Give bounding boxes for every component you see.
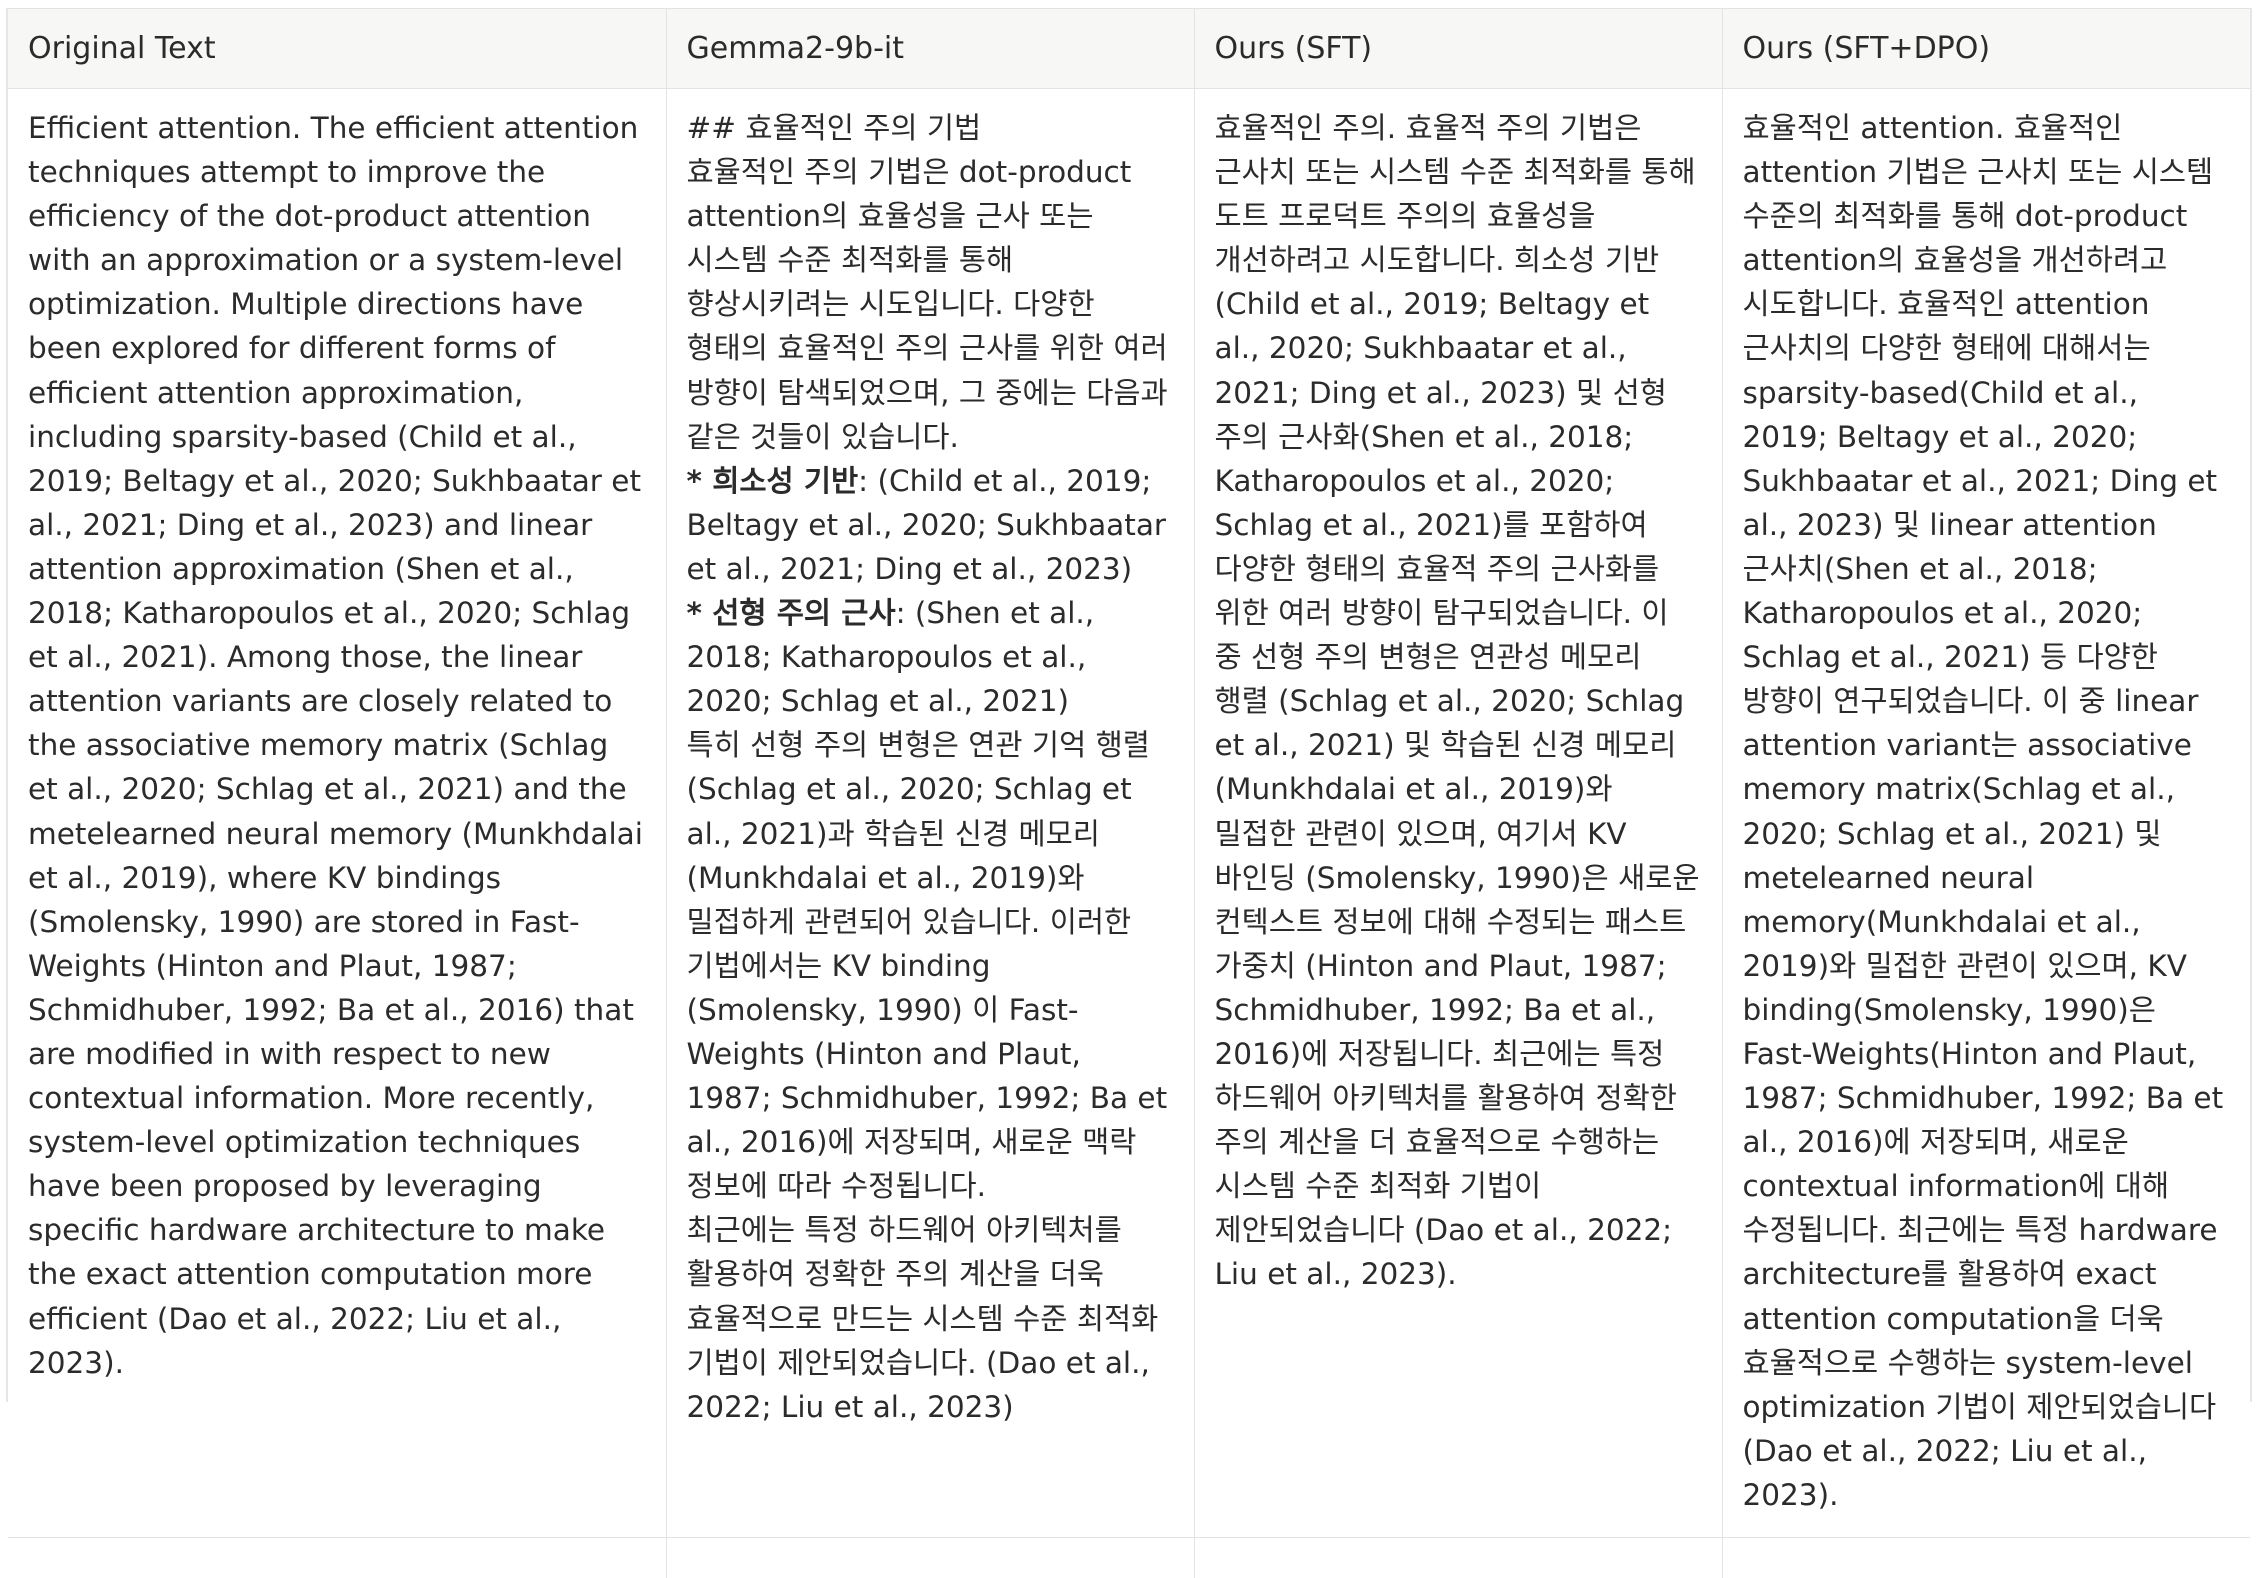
header-row: Original Text Gemma2-9b-it Ours (SFT) Ou… xyxy=(8,9,2250,89)
header-gemma2-9b-it: Gemma2-9b-it xyxy=(666,9,1194,89)
cell-ours-sft-dpo: 효율적인 attention. 효율적인 attention 기법은 근사치 또… xyxy=(1722,89,2250,1538)
cell-original-text: Efficient attention. The efficient atten… xyxy=(8,89,666,1538)
table-row-partial xyxy=(8,1538,2250,1578)
empty-cell xyxy=(1722,1538,2250,1578)
empty-cell xyxy=(1194,1538,1722,1578)
header-ours-sft: Ours (SFT) xyxy=(1194,9,1722,89)
gemma-heading: ## 효율적인 주의 기법 xyxy=(687,111,982,145)
cell-ours-sft: 효율적인 주의. 효율적 주의 기법은 근사치 또는 시스템 수준 최적화를 통… xyxy=(1194,89,1722,1538)
gemma-para2: 특히 선형 주의 변형은 연관 기억 행렬 (Schlag et al., 20… xyxy=(687,728,1177,1203)
gemma-para3: 최근에는 특정 하드웨어 아키텍처를 활용하여 정확한 주의 계산을 더욱 효율… xyxy=(687,1213,1168,1423)
header-original-text: Original Text xyxy=(8,9,666,89)
gemma-bullet1-label: * 희소성 기반 xyxy=(687,464,859,498)
gemma-bullet2-label: * 선형 주의 근사 xyxy=(687,596,896,630)
comparison-table-container: Original Text Gemma2-9b-it Ours (SFT) Ou… xyxy=(6,8,2252,1402)
empty-cell xyxy=(666,1538,1194,1578)
empty-cell xyxy=(8,1538,666,1578)
table-row: Efficient attention. The efficient atten… xyxy=(8,89,2250,1538)
gemma-intro: 효율적인 주의 기법은 dot-product attention의 효율성을 … xyxy=(687,155,1178,454)
header-ours-sft-dpo: Ours (SFT+DPO) xyxy=(1722,9,2250,89)
cell-gemma2-9b-it: ## 효율적인 주의 기법 효율적인 주의 기법은 dot-product at… xyxy=(666,89,1194,1538)
translation-comparison-table: Original Text Gemma2-9b-it Ours (SFT) Ou… xyxy=(8,8,2250,1578)
